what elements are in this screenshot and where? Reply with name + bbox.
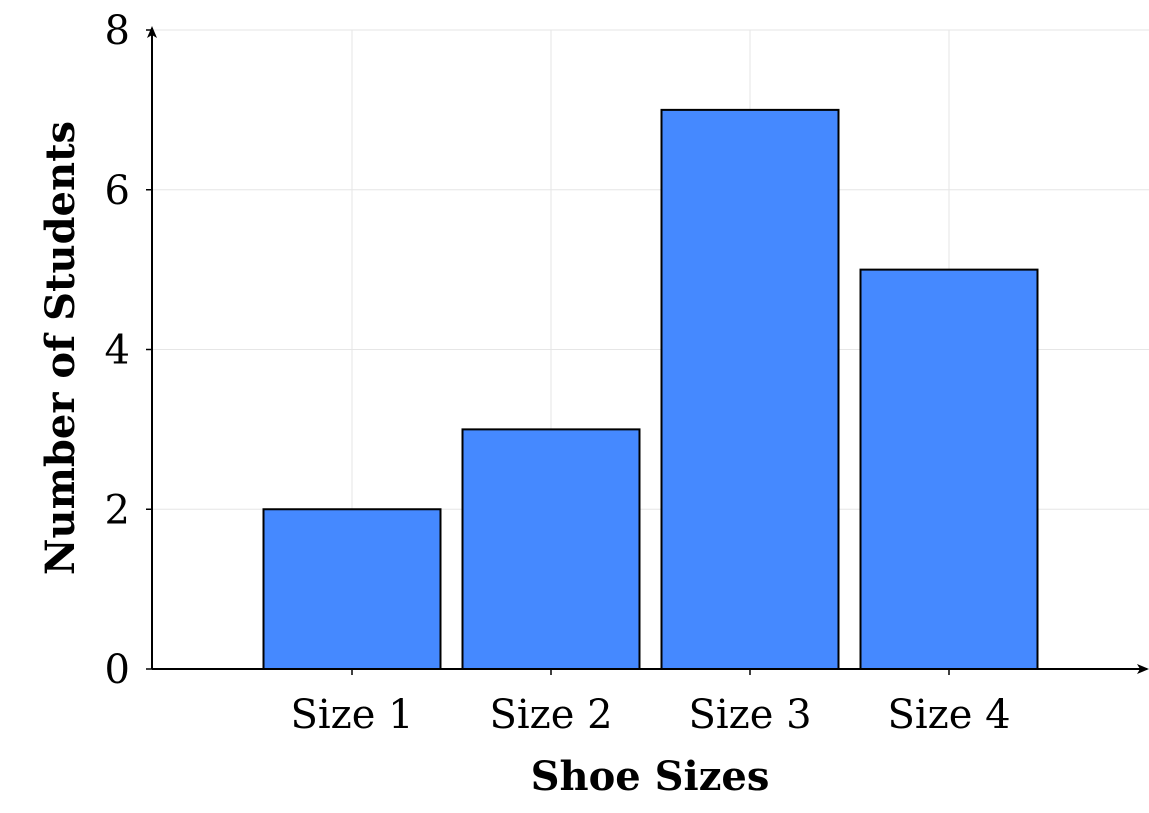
y-tick-label: 4: [105, 328, 130, 374]
bars: [262, 108, 1039, 670]
y-tick-label: 0: [105, 647, 130, 693]
bar-2: [461, 428, 641, 670]
x-tick-label: Size 2: [489, 692, 612, 738]
axes: [147, 26, 1149, 674]
y-axis-label: Number of Students: [37, 121, 84, 575]
bar-1: [262, 508, 442, 670]
x-axis-label: Shoe Sizes: [531, 753, 770, 800]
x-tick-label: Size 3: [688, 692, 811, 738]
bar-4: [859, 268, 1039, 670]
y-tick-label: 6: [105, 168, 130, 214]
bar-3: [660, 108, 840, 670]
x-tick-label: Size 1: [290, 692, 413, 738]
y-tick-label: 2: [105, 487, 130, 533]
x-tick-label: Size 4: [887, 692, 1010, 738]
tick-labels: 0 2 4 6 8 Size 1 Size 2 Size 3 Size 4: [105, 8, 1011, 738]
y-tick-label: 8: [105, 8, 130, 54]
